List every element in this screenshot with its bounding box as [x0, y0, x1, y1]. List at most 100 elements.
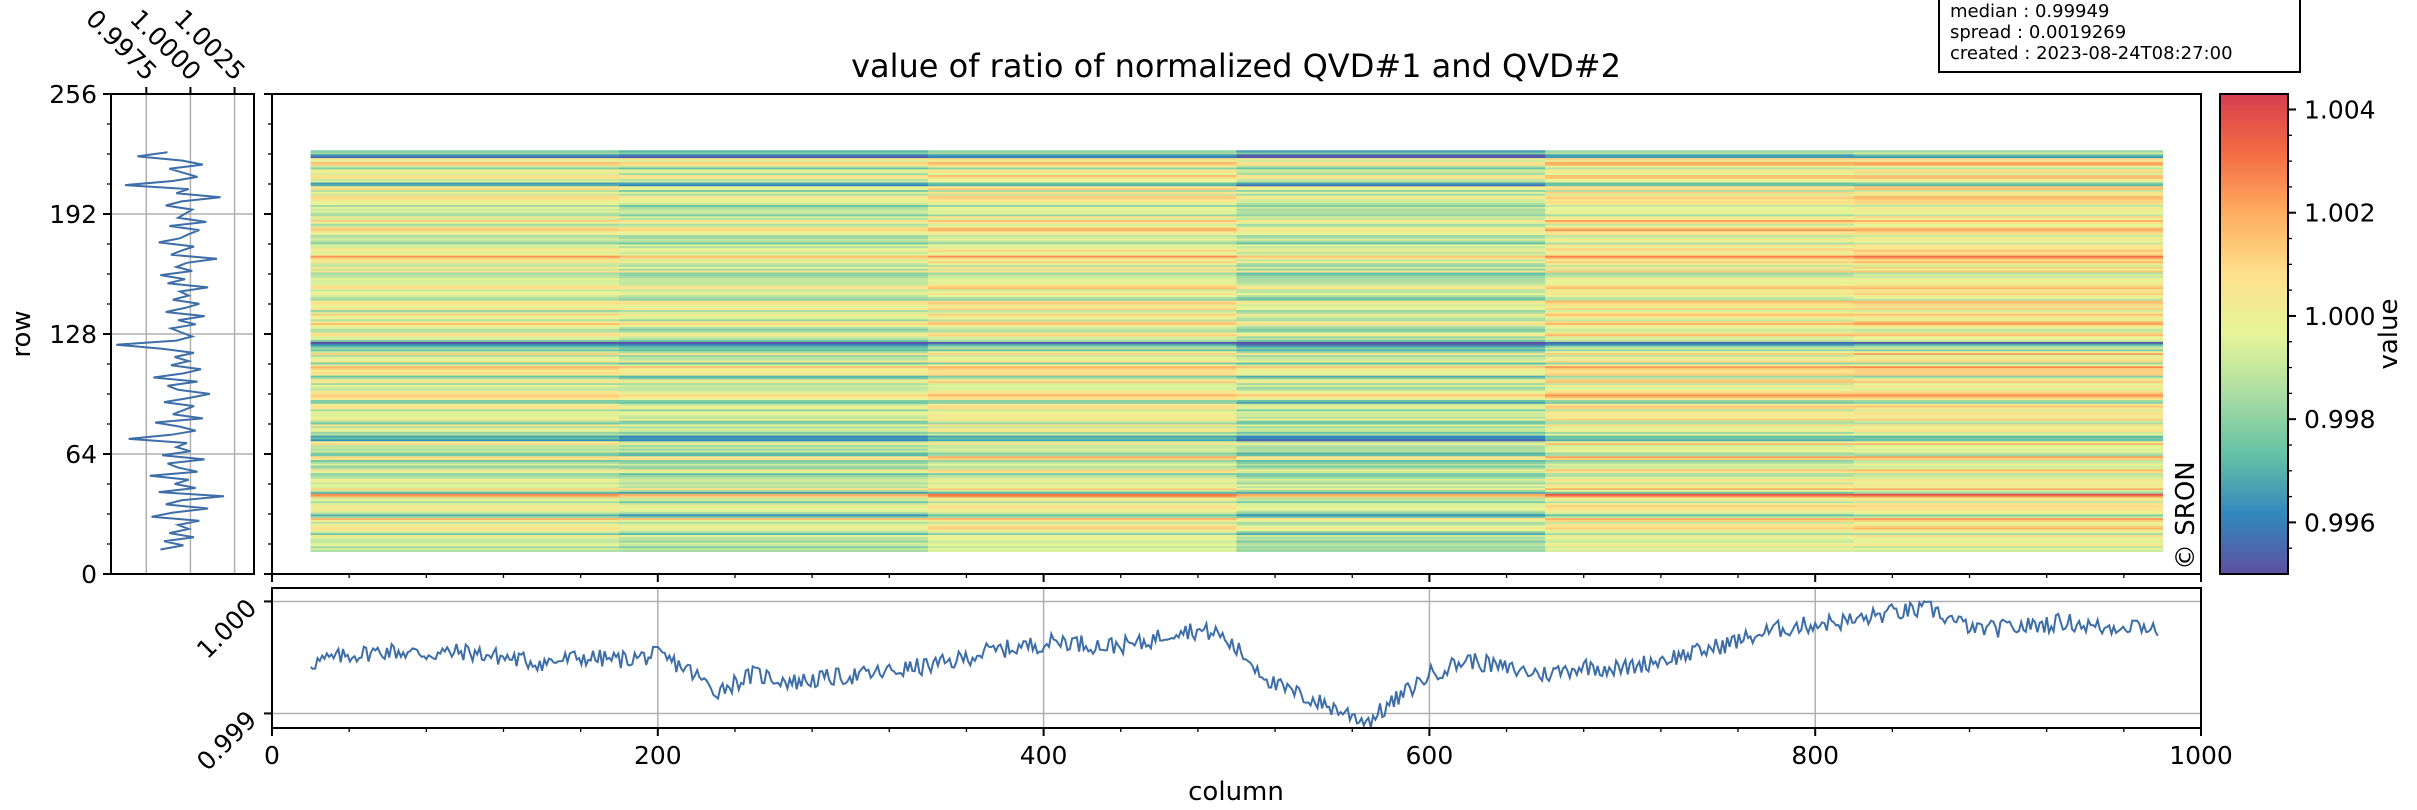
heatmap-row-segment: [927, 210, 1238, 213]
heatmap-row-segment: [310, 304, 620, 307]
heatmap-row-segment: [1545, 298, 1855, 301]
heatmap-row-segment: [1853, 502, 2163, 506]
heatmap-row-segment: [1853, 514, 2163, 517]
heatmap-row-segment: [1236, 433, 1546, 436]
heatmap-row-segment: [927, 255, 1238, 258]
heatmap-row-segment: [1853, 433, 2163, 436]
info-spread: spread : 0.0019269: [1950, 22, 2126, 43]
heatmap-row-segment: [619, 356, 929, 359]
heatmap-row-segment: [927, 384, 1238, 387]
heatmap-image: [310, 150, 2163, 552]
heatmap-row-segment: [1853, 202, 2163, 206]
heatmap-row-segment: [619, 281, 929, 284]
heatmap-row-segment: [310, 435, 620, 438]
heatmap-row-segment: [1545, 352, 1855, 356]
heatmap-row-segment: [1545, 247, 1855, 251]
heatmap-row-segment: [1236, 356, 1546, 359]
heatmap-row-segment: [310, 452, 620, 455]
heatmap-row-segment: [310, 236, 620, 239]
heatmap-row-segment: [1853, 155, 2163, 159]
heatmap-row-segment: [1545, 227, 1855, 230]
heatmap-row-segment: [1545, 172, 1855, 176]
heatmap-row-segment: [310, 410, 620, 414]
heatmap-row-segment: [1545, 349, 1855, 352]
heatmap-row-segment: [927, 405, 1238, 408]
heatmap-row-segment: [1545, 253, 1855, 256]
heatmap-row-segment: [927, 287, 1238, 290]
heatmap-row-segment: [1853, 392, 2163, 395]
heatmap-row-segment: [619, 155, 929, 159]
heatmap-row-segment: [1545, 165, 1855, 168]
heatmap-row-segment: [1545, 339, 1855, 342]
heatmap-row-segment: [619, 536, 929, 539]
heatmap-row-segment: [310, 180, 620, 183]
heatmap-row-segment: [1236, 424, 1546, 427]
heatmap-row-segment: [1545, 446, 1855, 449]
heatmap-row-segment: [1236, 236, 1546, 239]
heatmap-row-segment: [310, 311, 620, 314]
heatmap-row-segment: [1545, 296, 1855, 299]
heatmap-row-segment: [1545, 161, 1855, 164]
heatmap-row-segment: [927, 277, 1238, 281]
heatmap-row-segment: [310, 454, 620, 457]
heatmap-row-segment: [927, 512, 1238, 515]
heatmap-row-segment: [1545, 397, 1855, 401]
heatmap-row-segment: [1236, 202, 1546, 206]
heatmap-row-segment: [1236, 159, 1546, 162]
heatmap-row-segment: [1236, 489, 1546, 492]
heatmap-row-segment: [1236, 502, 1546, 506]
heatmap-row-segment: [1545, 375, 1855, 378]
heatmap-row-segment: [1853, 454, 2163, 457]
heatmap-row-segment: [1545, 259, 1855, 262]
heatmap-row-segment: [310, 364, 620, 367]
heatmap-row-segment: [1853, 311, 2163, 314]
heatmap-row-segment: [1853, 347, 2163, 350]
heatmap-row-segment: [310, 274, 620, 277]
row-tick-label: 192: [49, 200, 97, 229]
heatmap-row-segment: [619, 495, 929, 498]
heatmap-row-segment: [1545, 454, 1855, 457]
heatmap-row-segment: [1545, 459, 1855, 462]
heatmap-row-segment: [1545, 287, 1855, 290]
heatmap-row-segment: [1853, 319, 2163, 322]
heatmap-row-segment: [927, 343, 1238, 346]
heatmap-row-segment: [1853, 247, 2163, 251]
heatmap-row-segment: [619, 290, 929, 294]
heatmap-row-segment: [927, 264, 1238, 267]
heatmap-row-segment: [310, 290, 620, 294]
heatmap-row-segment: [927, 440, 1238, 444]
heatmap-row-segment: [619, 200, 929, 204]
heatmap-row-segment: [1236, 354, 1546, 357]
heatmap-row-segment: [1545, 450, 1855, 453]
heatmap-row-segment: [1545, 311, 1855, 314]
heatmap-row-segment: [1236, 343, 1546, 346]
heatmap-row-segment: [1236, 328, 1546, 331]
heatmap-row-segment: [1545, 330, 1855, 333]
heatmap-row-segment: [1853, 165, 2163, 168]
heatmap-row-segment: [1853, 189, 2163, 192]
heatmap-row-segment: [1236, 367, 1546, 371]
heatmap-row-segment: [927, 472, 1238, 476]
heatmap-row-segment: [927, 298, 1238, 301]
heatmap-row-segment: [310, 358, 620, 361]
heatmap-row-segment: [927, 394, 1238, 397]
heatmap-row-segment: [619, 444, 929, 447]
heatmap-row-segment: [619, 159, 929, 162]
heatmap-row-segment: [1545, 157, 1855, 161]
heatmap-row-segment: [619, 161, 929, 164]
heatmap-row-segment: [927, 356, 1238, 359]
heatmap-row-segment: [1236, 170, 1546, 174]
heatmap-row-segment: [310, 472, 620, 476]
heatmap-row-segment: [927, 206, 1238, 209]
heatmap-row-segment: [1545, 429, 1855, 432]
heatmap-row-segment: [1545, 270, 1855, 273]
colorbar-ticks: 0.996 0.998 1.000 1.002 1.004: [2288, 95, 2376, 549]
heatmap-row-segment: [1236, 251, 1546, 254]
heatmap-row-segment: [619, 208, 929, 211]
heatmap-row-segment: [1853, 296, 2163, 299]
heatmap-row-segment: [1853, 416, 2163, 419]
heatmap-row-segment: [927, 281, 1238, 284]
heatmap-row-segment: [1236, 221, 1546, 224]
heatmap-row-segment: [1236, 420, 1546, 423]
heatmap-row-segment: [927, 268, 1238, 271]
